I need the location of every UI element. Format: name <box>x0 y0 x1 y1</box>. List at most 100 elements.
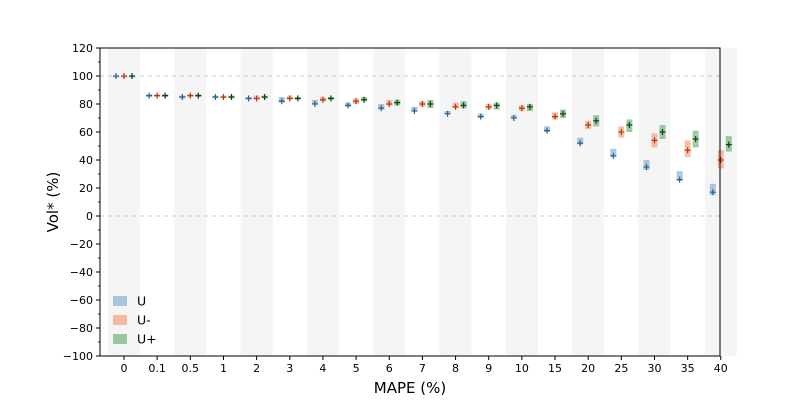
y-tick-label: 60 <box>79 126 93 139</box>
category-band-20 <box>572 48 605 356</box>
box-uminus-2 <box>253 95 260 102</box>
x-tick-label: 25 <box>614 362 628 375</box>
category-band-4 <box>306 48 339 356</box>
box-uminus-0.1 <box>154 92 161 99</box>
x-tick-label: 9 <box>485 362 492 375</box>
box-plots <box>113 73 732 196</box>
x-tick-label: 30 <box>647 362 661 375</box>
x-tick-label: 5 <box>353 362 360 375</box>
x-tick-label: 35 <box>681 362 695 375</box>
box-uplus-25 <box>626 119 633 132</box>
box-uplus-0 <box>129 73 135 79</box>
box-uminus-20 <box>585 120 592 130</box>
box-u-35 <box>676 171 683 183</box>
box-u-9 <box>477 113 484 120</box>
box-uplus-7 <box>427 99 434 109</box>
box-u-3 <box>278 97 285 105</box>
box-uminus-1 <box>220 94 227 100</box>
box-uminus-4 <box>319 96 326 103</box>
box-uminus-10 <box>518 105 525 112</box>
x-tick-label: 20 <box>581 362 595 375</box>
x-axis-title: MAPE (%) <box>374 379 446 397</box>
box-uplus-40 <box>725 136 732 152</box>
y-axis: −100 −80 −60 −40 −20 0 20 40 60 80 100 120 <box>63 42 100 363</box>
box-uminus-15 <box>552 112 559 120</box>
x-tick-label: 40 <box>714 362 728 375</box>
x-tick-label: 0 <box>121 362 128 375</box>
legend-swatch-u <box>113 296 127 306</box>
box-uplus-20 <box>593 115 600 127</box>
category-band-10 <box>505 48 538 356</box>
box-uplus-30 <box>659 125 666 139</box>
box-u-15 <box>544 126 551 134</box>
category-band-2 <box>240 48 273 356</box>
box-uminus-3 <box>286 95 293 102</box>
y-tick-label: −100 <box>63 350 93 363</box>
box-uplus-0.5 <box>195 92 202 99</box>
box-iqr <box>676 171 683 181</box>
legend-label-uplus: U+ <box>137 332 157 347</box>
box-uplus-0.1 <box>162 92 169 99</box>
box-uminus-0 <box>121 73 127 79</box>
category-band-8 <box>439 48 472 356</box>
y-tick-label: −60 <box>70 294 93 307</box>
x-axis: 0 0.1 0.5 1 2 3 4 5 6 7 8 9 10 15 20 25 30 35 40 <box>121 356 728 375</box>
category-band-6 <box>373 48 406 356</box>
x-tick-label: 10 <box>515 362 529 375</box>
box-u-40 <box>709 183 716 196</box>
x-tick-label: 6 <box>386 362 393 375</box>
category-band-40 <box>704 48 737 356</box>
y-tick-label: −80 <box>70 322 93 335</box>
y-tick-label: 20 <box>79 182 93 195</box>
box-u-25 <box>610 148 617 159</box>
box-uminus-40 <box>717 150 724 169</box>
box-u-20 <box>577 137 584 147</box>
box-uplus-2 <box>261 94 268 100</box>
box-uminus-5 <box>353 98 360 105</box>
legend-label-uminus: U- <box>137 313 151 328</box>
box-u-0.1 <box>146 92 153 99</box>
category-band-0.5 <box>174 48 207 356</box>
box-uplus-5 <box>361 96 368 103</box>
box-uminus-35 <box>684 140 691 158</box>
box-uminus-0.5 <box>187 92 194 99</box>
y-tick-label: 80 <box>79 98 93 111</box>
y-tick-label: 100 <box>72 70 93 83</box>
box-uplus-6 <box>394 99 401 106</box>
legend-swatch-uplus <box>113 334 127 344</box>
box-uminus-6 <box>386 99 393 107</box>
category-band-30 <box>638 48 671 356</box>
legend-swatch-uminus <box>113 315 127 325</box>
legend: U U- U+ <box>113 294 157 347</box>
category-bands <box>108 48 737 356</box>
box-u-7 <box>411 106 418 114</box>
box-uminus-7 <box>419 101 426 107</box>
box-u-0.5 <box>179 94 186 100</box>
box-uminus-30 <box>651 133 658 148</box>
box-uplus-35 <box>692 130 699 148</box>
box-uminus-9 <box>485 103 492 110</box>
y-tick-label: −20 <box>70 238 93 251</box>
box-u-30 <box>643 160 650 170</box>
y-tick-label: 0 <box>86 210 93 223</box>
x-tick-label: 4 <box>319 362 326 375</box>
x-tick-label: 0.5 <box>182 362 200 375</box>
x-tick-label: 1 <box>220 362 227 375</box>
box-u-10 <box>510 115 517 121</box>
box-uplus-4 <box>327 95 334 102</box>
box-u-2 <box>245 95 252 102</box>
y-tick-label: −40 <box>70 266 93 279</box>
y-tick-label: 40 <box>79 154 93 167</box>
box-uplus-1 <box>228 94 235 100</box>
box-u-0 <box>113 73 119 79</box>
x-tick-label: 0.1 <box>148 362 166 375</box>
x-tick-label: 7 <box>419 362 426 375</box>
box-uplus-8 <box>460 101 467 109</box>
box-u-6 <box>378 104 385 112</box>
box-uminus-25 <box>618 126 625 138</box>
x-tick-label: 3 <box>286 362 293 375</box>
x-tick-label: 15 <box>548 362 562 375</box>
box-u-1 <box>212 94 219 100</box>
box-uplus-15 <box>560 109 567 118</box>
